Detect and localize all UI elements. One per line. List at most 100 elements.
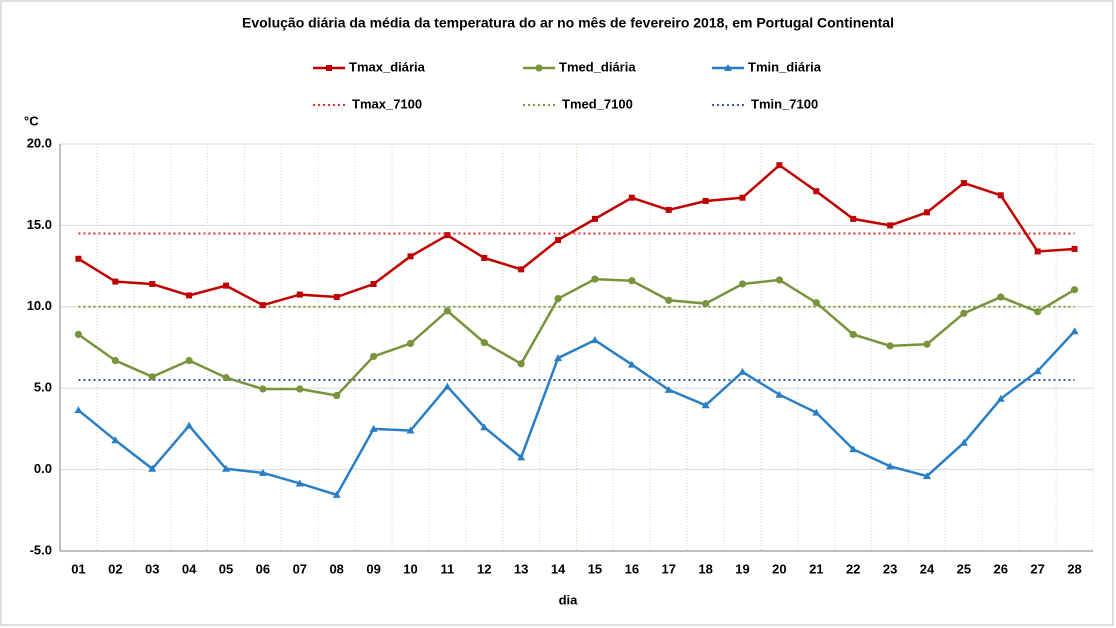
marker — [628, 194, 635, 201]
marker — [887, 222, 894, 229]
marker — [590, 336, 599, 344]
y-tick-label: 10.0 — [27, 298, 52, 313]
marker — [960, 180, 967, 187]
y-tick-label: 15.0 — [27, 217, 52, 232]
marker — [849, 330, 857, 339]
x-tick-label: 16 — [625, 561, 639, 576]
marker — [627, 360, 636, 368]
x-tick-label: 21 — [809, 561, 823, 576]
marker — [223, 282, 230, 289]
marker — [960, 309, 968, 317]
marker — [535, 64, 543, 72]
marker — [554, 354, 563, 362]
series-line — [77, 163, 1075, 307]
x-tick-label: 01 — [71, 561, 85, 576]
x-tick-label: 23 — [883, 561, 897, 576]
legend-label: Tmin_7100 — [751, 96, 818, 111]
x-tick-label: 28 — [1067, 561, 1081, 576]
x-tick-label: 18 — [698, 561, 712, 576]
marker — [480, 423, 489, 431]
marker — [1033, 367, 1042, 375]
marker — [518, 266, 525, 273]
marker — [702, 197, 709, 204]
y-tick-label: 5.0 — [34, 380, 52, 395]
marker — [997, 192, 1004, 199]
marker — [148, 373, 156, 381]
x-tick-label: 05 — [219, 561, 233, 576]
marker — [812, 299, 820, 307]
marker — [886, 462, 895, 470]
marker — [369, 424, 378, 432]
marker — [1034, 308, 1042, 316]
marker — [1071, 246, 1078, 253]
marker — [591, 275, 599, 283]
marker — [849, 445, 858, 453]
x-tick-label: 17 — [661, 561, 675, 576]
marker — [554, 295, 562, 303]
marker — [665, 296, 673, 304]
x-tick-label: 22 — [846, 561, 860, 576]
marker — [444, 232, 451, 239]
marker — [369, 352, 378, 361]
series-line — [77, 330, 1076, 497]
marker — [922, 472, 931, 480]
marker — [775, 390, 784, 398]
marker — [326, 65, 332, 71]
marker — [555, 237, 562, 244]
marker — [258, 468, 267, 476]
marker — [406, 426, 415, 434]
x-tick-label: 06 — [256, 561, 270, 576]
marker — [370, 281, 377, 288]
y-tick-label: 20.0 — [27, 135, 52, 150]
x-tick-label: 20 — [772, 561, 786, 576]
legend-label: Tmax_diária — [349, 59, 426, 74]
x-tick-label: 19 — [735, 561, 749, 576]
marker — [997, 293, 1005, 301]
marker — [517, 453, 526, 461]
legend-label: Tmax_7100 — [352, 96, 422, 111]
marker — [812, 408, 821, 416]
marker — [333, 294, 340, 301]
marker — [185, 421, 194, 429]
x-tick-label: 03 — [145, 561, 159, 576]
marker — [112, 278, 119, 285]
marker — [295, 479, 304, 487]
marker — [333, 391, 341, 400]
x-tick-label: 07 — [293, 561, 307, 576]
marker — [332, 490, 341, 498]
marker — [701, 401, 710, 409]
marker — [296, 291, 303, 298]
marker — [406, 339, 415, 348]
marker — [702, 299, 710, 308]
marker — [517, 360, 525, 368]
marker — [481, 254, 488, 261]
marker — [185, 356, 193, 365]
marker — [813, 188, 820, 195]
legend-label: Tmed_7100 — [562, 96, 633, 111]
marker — [923, 340, 931, 348]
x-tick-label: 25 — [957, 561, 971, 576]
marker — [259, 302, 266, 309]
x-tick-label: 04 — [182, 561, 197, 576]
x-tick-label: 27 — [1030, 561, 1044, 576]
marker — [480, 339, 488, 347]
marker — [739, 194, 746, 201]
x-axis-label: dia — [559, 592, 579, 607]
x-tick-label: 26 — [994, 561, 1008, 576]
x-tick-label: 08 — [329, 561, 343, 576]
x-tick-label: 15 — [588, 561, 602, 576]
marker — [111, 436, 120, 444]
marker — [776, 162, 783, 169]
legend-label: Tmed_diária — [559, 59, 636, 74]
marker — [111, 356, 119, 365]
marker — [74, 406, 83, 414]
marker — [959, 438, 968, 446]
legend-label: Tmin_diária — [748, 59, 822, 74]
x-tick-label: 11 — [441, 561, 455, 576]
marker — [1070, 286, 1079, 294]
x-tick-label: 02 — [108, 561, 122, 576]
chart-title: Evolução diária da média da temperatura … — [242, 15, 894, 31]
x-tick-label: 14 — [551, 561, 566, 576]
marker — [591, 215, 598, 222]
